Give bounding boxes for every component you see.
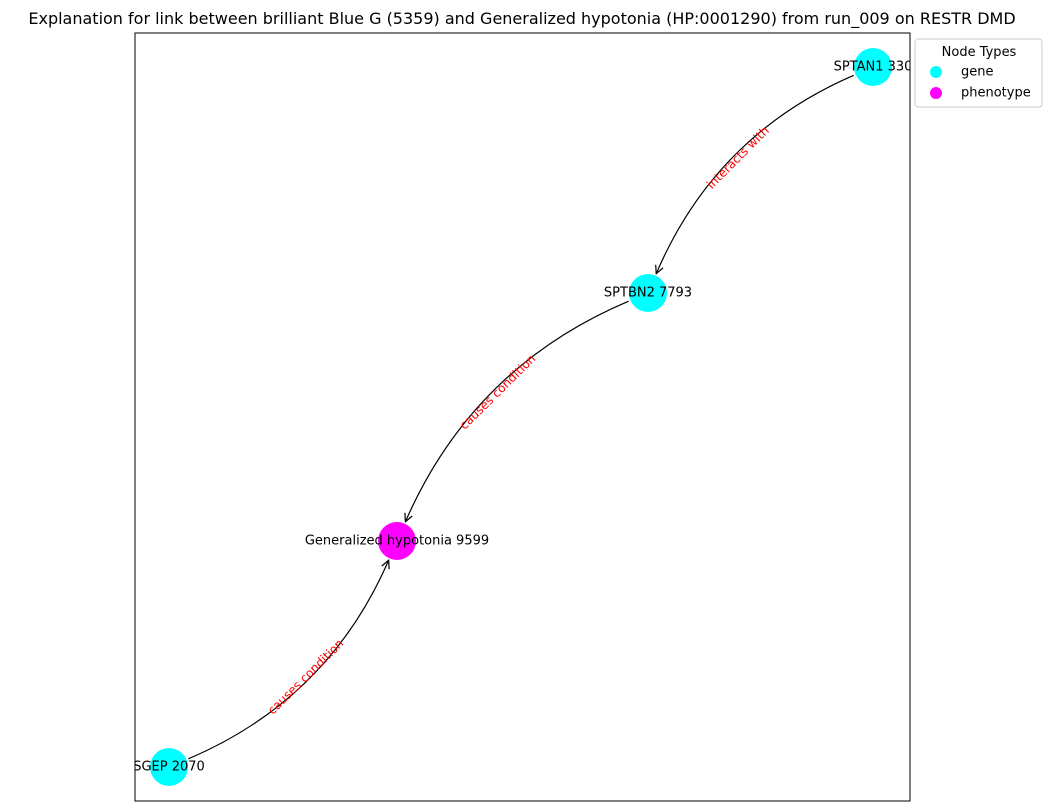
legend-label-gene: gene bbox=[961, 65, 994, 80]
node-hypotonia[interactable] bbox=[378, 522, 416, 560]
node-label-sptbn2: SPTBN2 7793 bbox=[604, 286, 692, 301]
edge-label: interacts with bbox=[704, 123, 772, 191]
node-label-hypotonia: Generalized hypotonia 9599 bbox=[305, 534, 489, 549]
legend-items: gene phenotype bbox=[930, 65, 1031, 101]
legend-marker-gene bbox=[930, 66, 942, 78]
edge-sptbn2-hypotonia bbox=[405, 300, 629, 522]
edge-labels-layer: interacts with causes condition causes con… bbox=[265, 123, 772, 717]
node-sptbn2[interactable] bbox=[629, 274, 667, 312]
plot-area: SPTAN1 330 SPTBN2 7793 Generalized hypoton… bbox=[133, 48, 913, 786]
edges-layer bbox=[188, 74, 854, 760]
node-label-sptan1: SPTAN1 330 bbox=[834, 60, 913, 75]
legend-box bbox=[914, 38, 1043, 108]
figure-title: Explanation for link between brilliant B… bbox=[28, 9, 1015, 29]
legend-title: Node Types bbox=[942, 45, 1017, 60]
node-sptan1[interactable] bbox=[854, 48, 892, 86]
node-label-sgep: SGEP 2070 bbox=[133, 760, 205, 775]
legend: Node Types gene phenotype bbox=[914, 38, 1043, 108]
edge-label: causes condition bbox=[265, 636, 346, 717]
node-sgep[interactable] bbox=[150, 748, 188, 786]
legend-marker-phenotype bbox=[930, 87, 942, 99]
nodes-layer bbox=[150, 48, 892, 786]
axes-frame bbox=[134, 32, 911, 802]
edge-sgep-hypotonia bbox=[188, 560, 388, 760]
edge-label: causes condition bbox=[457, 352, 539, 433]
edge-sptan1-sptbn2 bbox=[656, 74, 854, 273]
node-labels-layer: SPTAN1 330 SPTBN2 7793 Generalized hypoton… bbox=[133, 60, 913, 775]
legend-label-phenotype: phenotype bbox=[961, 86, 1031, 101]
